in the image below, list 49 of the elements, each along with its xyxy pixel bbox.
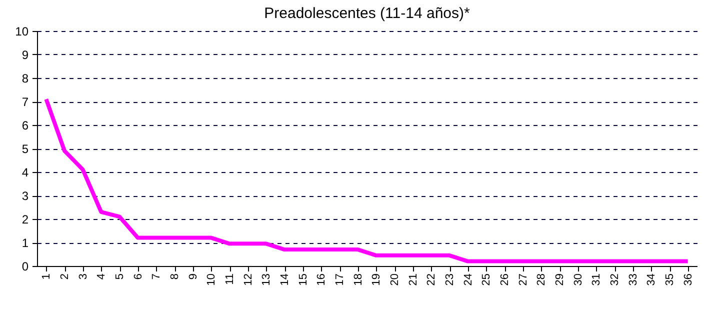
x-tick-label: 34 [646,274,658,286]
x-tick-label: 14 [279,274,291,286]
x-tick-label: 26 [499,274,511,286]
chart-title: Preadolescentes (11-14 años)* [264,5,470,22]
x-tick-label: 33 [627,274,640,286]
x-tick-label: 30 [572,274,584,286]
x-tick-label: 36 [682,274,694,286]
y-tick-label: 0 [22,260,29,274]
x-tick-label: 4 [96,274,108,280]
y-tick-label: 4 [22,166,29,180]
line-series [44,97,690,264]
x-tick-label: 31 [590,274,603,286]
x-tick-label: 32 [609,274,621,286]
x-tick-label: 9 [187,274,200,280]
y-tick-label: 6 [22,118,29,132]
x-tick-label: 2 [59,274,71,280]
x-tick-label: 5 [114,274,126,280]
x-tick-label: 23 [444,274,456,286]
x-tick-label: 24 [462,274,474,286]
x-tick-label: 8 [169,274,181,280]
y-tick-label: 5 [22,142,29,156]
x-tick-label: 29 [554,274,566,286]
y-tick-label: 3 [22,189,29,203]
x-tick-label: 22 [426,274,438,286]
x-tick-label: 25 [480,274,493,286]
x-tick-label: 11 [224,274,236,285]
x-tick-label: 6 [132,274,144,280]
x-tick-label: 12 [242,274,254,286]
y-tick-label: 8 [22,72,29,86]
x-tick-label: 10 [206,274,218,286]
x-tick-label: 27 [517,274,530,286]
y-tick-label: 10 [15,24,29,38]
x-tick-label: 3 [77,274,90,280]
y-tick-label: 1 [22,236,29,250]
x-tick-label: 21 [407,274,420,286]
x-tick-label: 20 [389,274,401,286]
x-tick-label: 7 [150,274,163,280]
x-tick-label: 17 [334,274,346,286]
x-tick-label: 16 [316,274,328,286]
x-tick-label: 15 [297,274,310,286]
x-tick-label: 35 [664,274,676,286]
y-tick-label: 7 [22,95,29,109]
x-tick-label: 1 [40,274,53,280]
x-tick-label: 18 [352,274,364,286]
x-tick-label: 13 [260,274,273,286]
y-tick-label: 2 [22,212,29,226]
x-tick-label: 19 [370,274,383,286]
y-tick-label: 9 [22,48,29,62]
x-tick-label: 28 [536,274,548,286]
